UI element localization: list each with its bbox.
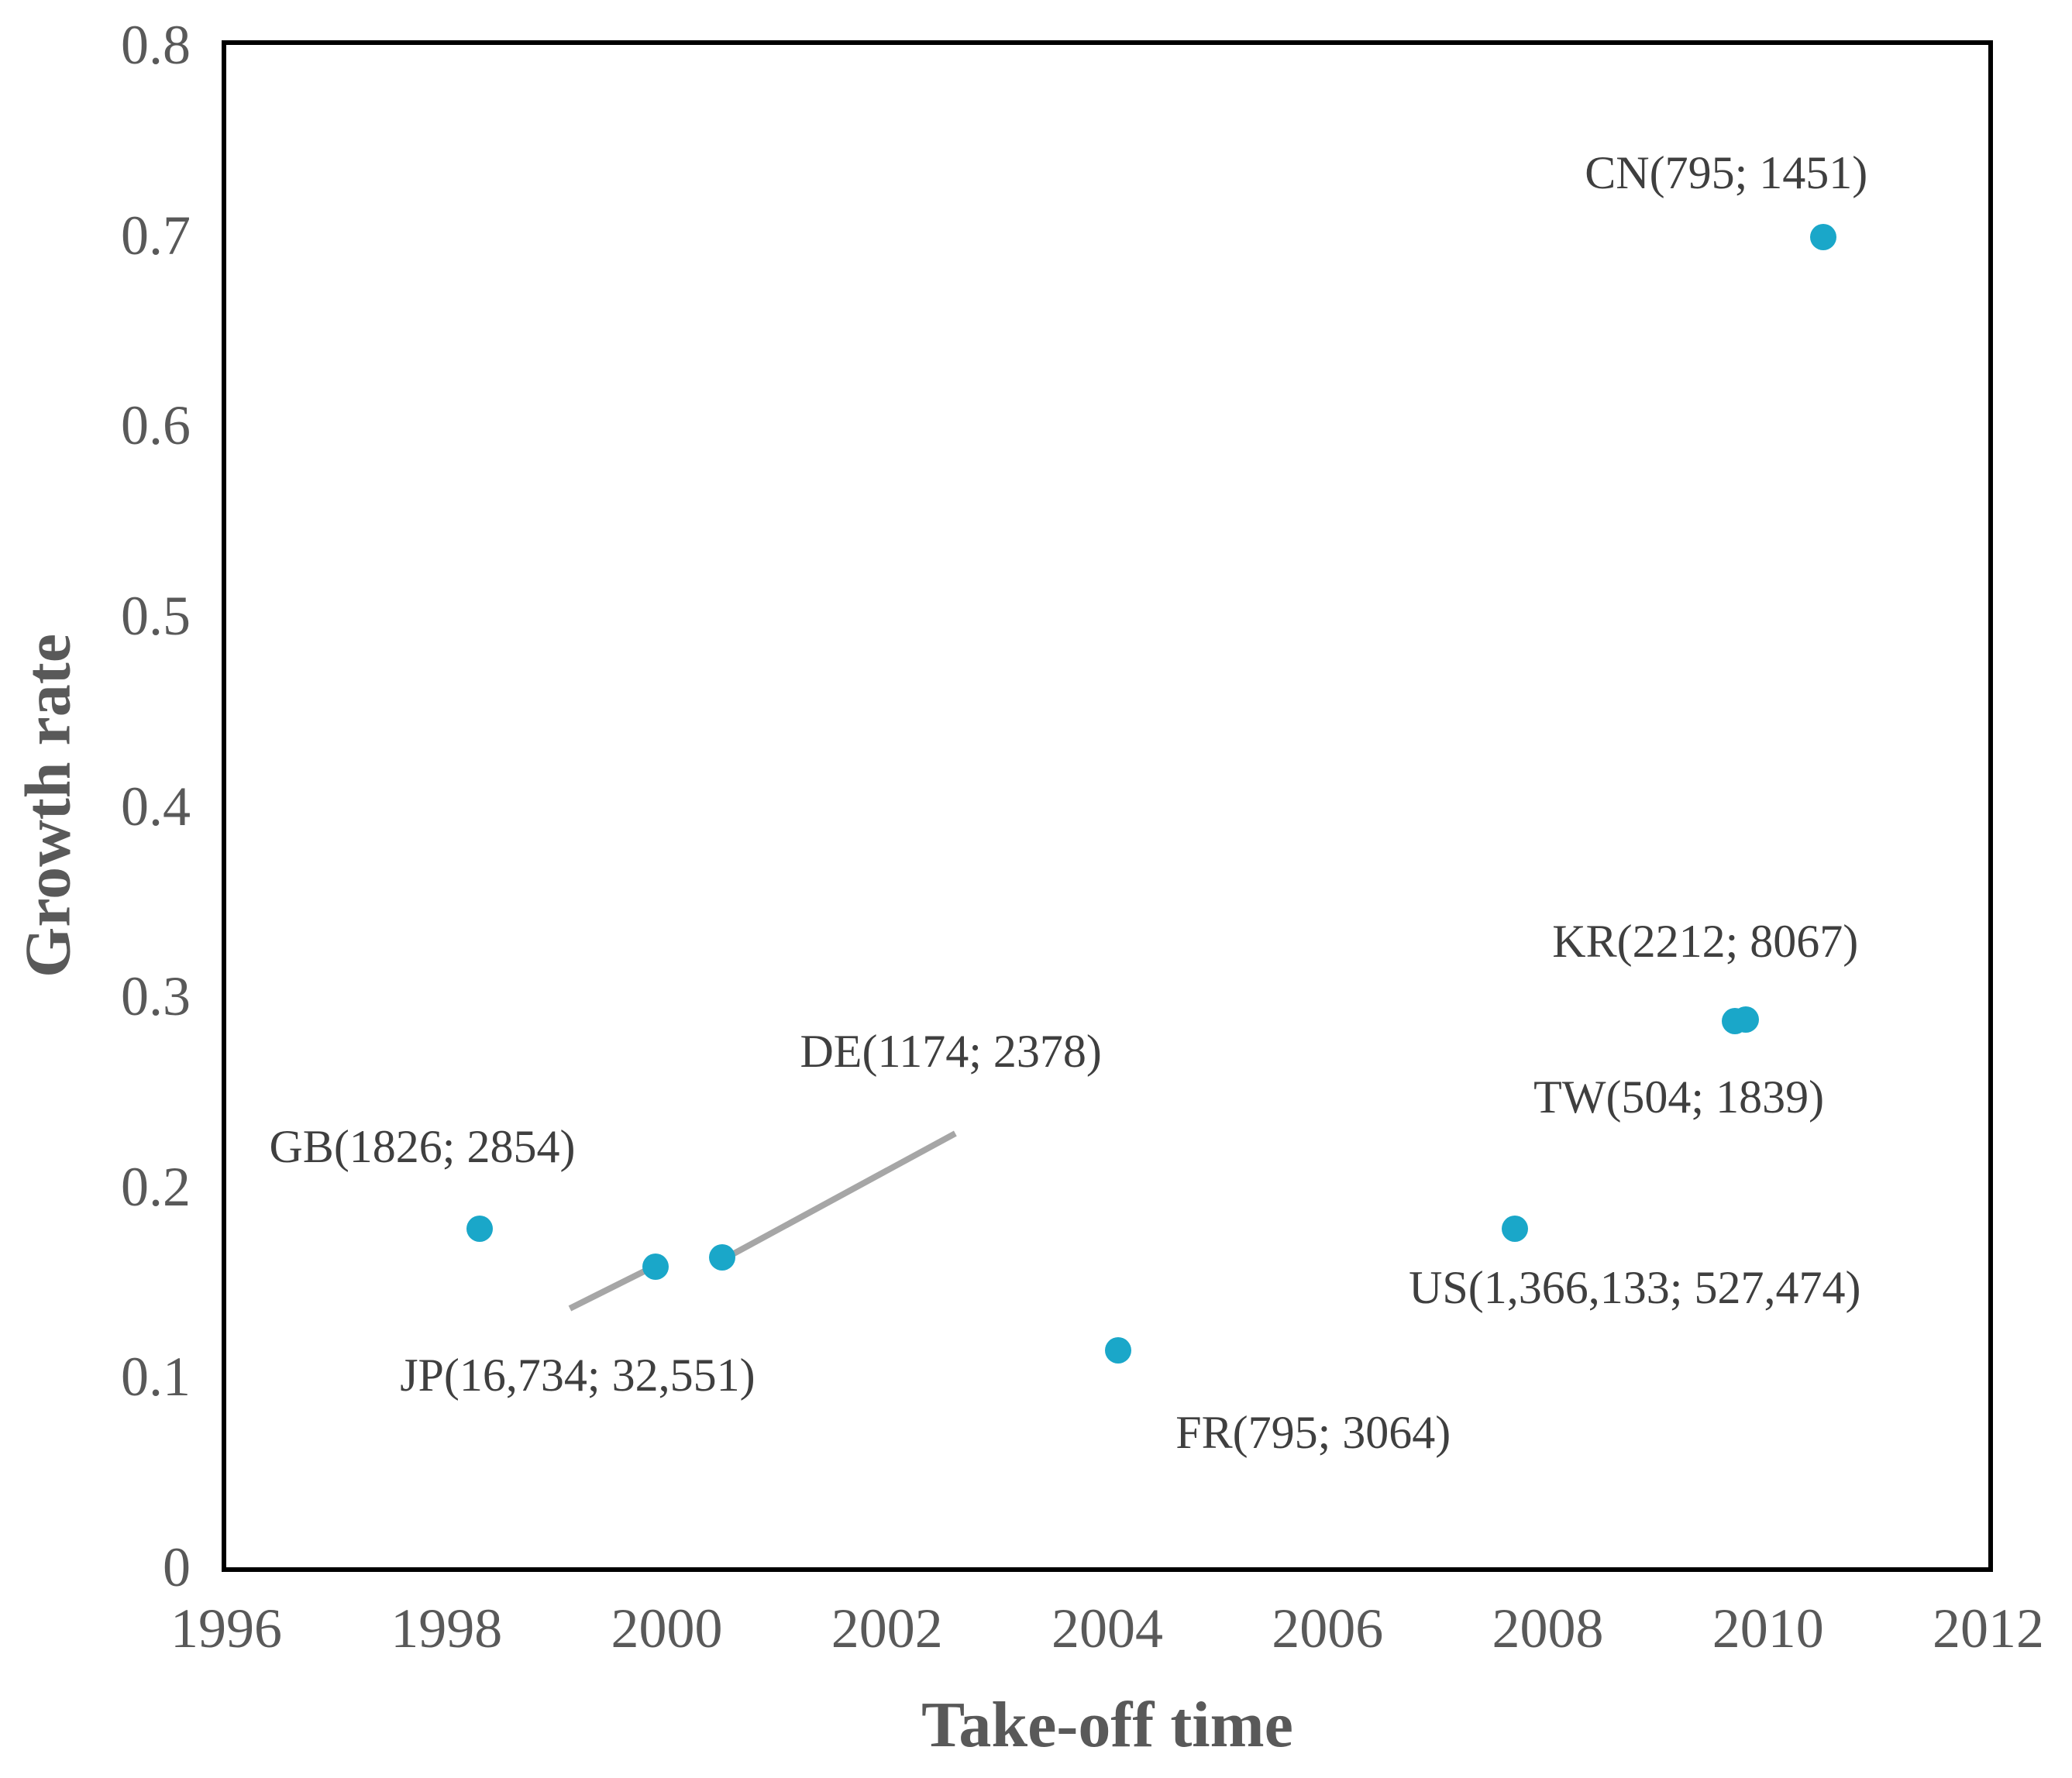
x-tick-label-2010: 2010 (1712, 1597, 1824, 1659)
plot-area: GB(1826; 2854) JP(16,734; 32,551) DE(1174;… (222, 40, 1993, 1572)
y-tick-label-0.7: 0.7 (121, 204, 191, 267)
data-point-kr (1733, 1006, 1760, 1033)
y-tick-label-0.6: 0.6 (121, 394, 191, 457)
point-label-kr: KR(2212; 8067) (1552, 915, 1859, 967)
data-point-fr (1105, 1336, 1132, 1364)
y-tick-label-0.3: 0.3 (121, 965, 191, 1028)
y-tick-label-0: 0 (163, 1536, 191, 1598)
data-point-cn (1809, 224, 1836, 251)
x-tick-label-2008: 2008 (1492, 1597, 1604, 1659)
x-tick-label-1996: 1996 (170, 1597, 282, 1659)
point-label-us: US(1,366,133; 527,474) (1409, 1261, 1861, 1313)
data-point-de (708, 1243, 735, 1271)
y-tick-label-0.8: 0.8 (121, 14, 191, 76)
y-tick-label-0.1: 0.1 (121, 1346, 191, 1408)
x-tick-label-2000: 2000 (611, 1597, 723, 1659)
x-tick-label-2012: 2012 (1933, 1597, 2044, 1659)
x-tick-label-2006: 2006 (1272, 1597, 1384, 1659)
x-tick-label-1998: 1998 (391, 1597, 503, 1659)
leader-line-jp (568, 1264, 656, 1312)
data-point-us (1501, 1215, 1528, 1242)
leader-lines-layer (568, 1130, 957, 1312)
x-tick-label-2002: 2002 (831, 1597, 943, 1659)
point-label-gb: GB(1826; 2854) (269, 1121, 576, 1173)
y-tick-label-0.2: 0.2 (121, 1155, 191, 1218)
point-label-jp: JP(16,734; 32,551) (400, 1349, 755, 1401)
leader-line-de (725, 1130, 957, 1260)
x-tick-label-2004: 2004 (1051, 1597, 1163, 1659)
x-axis-title: Take-off time (921, 1689, 1293, 1761)
y-tick-label-0.5: 0.5 (121, 584, 191, 647)
data-point-jp (642, 1253, 669, 1280)
point-label-fr: FR(795; 3064) (1175, 1406, 1451, 1458)
data-point-gb (466, 1215, 493, 1242)
point-label-tw: TW(504; 1839) (1533, 1071, 1825, 1123)
y-tick-label-0.4: 0.4 (121, 775, 191, 837)
point-label-cn: CN(795; 1451) (1585, 146, 1868, 198)
point-label-de: DE(1174; 2378) (800, 1026, 1102, 1078)
